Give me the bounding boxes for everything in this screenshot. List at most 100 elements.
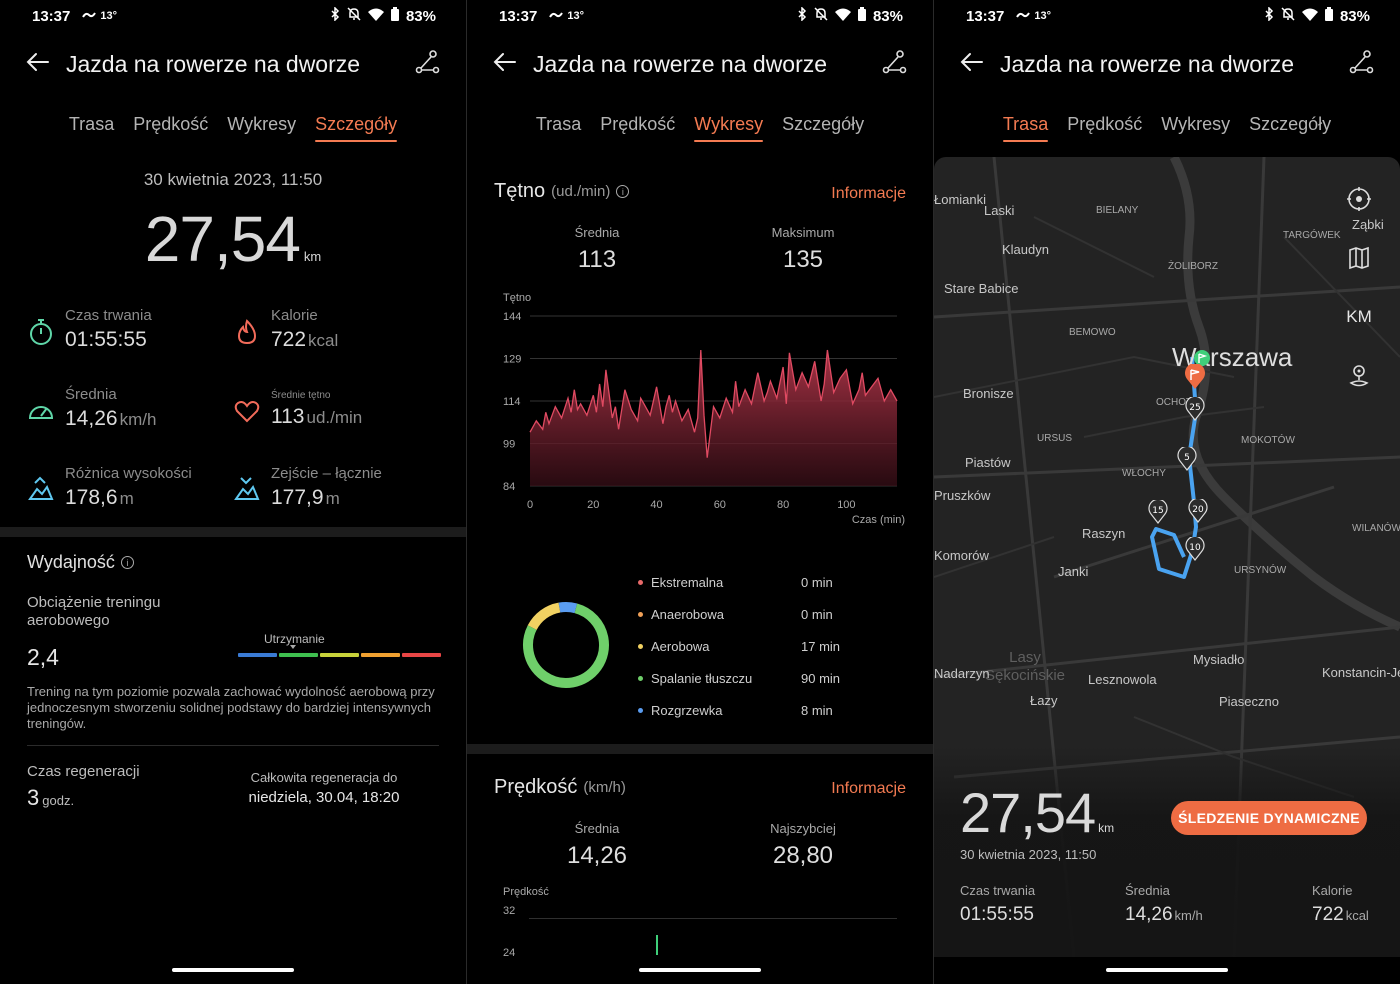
route-icon[interactable] — [414, 49, 440, 80]
recovery-value: 3 godz. — [27, 785, 75, 810]
hr-maximum: Maksimum 135 — [771, 225, 835, 273]
metric-calories: Kalorie 722 kcal — [233, 307, 338, 352]
status-time: 13:37 — [32, 7, 71, 25]
status-temp: 13° — [567, 10, 585, 22]
distance-unit: km — [303, 249, 322, 264]
map-label: Piastów — [965, 455, 1011, 470]
zone-dot — [638, 580, 643, 585]
bluetooth-icon — [797, 6, 807, 25]
status-bar: 13:37 13° 83% — [966, 6, 1370, 26]
tab-charts[interactable]: Wykresy — [1161, 114, 1231, 134]
map-label: Ząbki — [1352, 217, 1384, 232]
battery-icon — [1324, 7, 1333, 25]
zone-row: Ekstremalna 0 min — [638, 575, 858, 590]
section-divider — [467, 744, 933, 754]
metric-value: 14,26 km/h — [65, 407, 157, 430]
zone-name: Ekstremalna — [651, 575, 724, 590]
zone-row: Rozgrzewka 8 min — [638, 703, 858, 718]
speed-info-link[interactable]: Informacje — [831, 780, 906, 797]
info-icon[interactable]: i — [616, 185, 630, 198]
tab-charts[interactable]: Wykresy — [694, 114, 763, 142]
y-tick-label: 144 — [503, 311, 521, 323]
speed-chart-label: Prędkość — [503, 886, 549, 898]
live-tracking-button[interactable]: ŚLEDZENIE DYNAMICZNE — [1171, 801, 1367, 835]
km-marker[interactable]: 20 — [1188, 497, 1208, 528]
zone-row: Aerobowa 17 min — [638, 639, 858, 654]
gauge-segment — [238, 653, 277, 657]
home-indicator[interactable] — [172, 968, 294, 972]
tab-details[interactable]: Szczegóły — [315, 114, 398, 142]
back-arrow-icon[interactable] — [960, 51, 984, 78]
km-markers-toggle[interactable]: KM — [1346, 307, 1372, 326]
zone-minutes: 0 min — [801, 575, 833, 590]
metric-label: Zejście – łącznie — [271, 465, 382, 482]
metric-label: Średnia — [65, 386, 117, 403]
map-label: Janki — [1058, 564, 1089, 579]
info-icon[interactable]: i — [120, 556, 134, 569]
km-marker[interactable]: 15 — [1148, 498, 1168, 529]
start-flag-icon[interactable] — [1193, 349, 1211, 374]
back-arrow-icon[interactable] — [26, 51, 50, 78]
km-marker[interactable]: 5 — [1177, 445, 1197, 476]
finish-flag-icon[interactable] — [1184, 363, 1206, 395]
location-pin-icon[interactable] — [1344, 361, 1374, 391]
zone-minutes: 0 min — [801, 607, 833, 622]
home-indicator[interactable] — [639, 968, 761, 972]
route-map[interactable]: Łomianki Laski BIELANY TARGÓWEK Ząbki Kl… — [934, 157, 1400, 957]
map-label: WŁOCHY — [1122, 468, 1166, 479]
tab-details[interactable]: Szczegóły — [1249, 114, 1332, 134]
aerobic-load-description: Trening na tym poziomie pozwala zachować… — [27, 684, 435, 731]
map-layers-icon[interactable] — [1344, 243, 1374, 273]
map-label: Bronisze — [963, 386, 1014, 401]
metric-label: Średnie tętno — [271, 390, 331, 401]
locate-icon[interactable] — [1344, 184, 1374, 214]
zone-row: Anaerobowa 0 min — [638, 607, 858, 622]
tab-route[interactable]: Trasa — [1002, 114, 1049, 142]
zone-dot — [638, 708, 643, 713]
metric-duration: Czas trwania 01:55:55 — [27, 307, 152, 352]
mute-icon — [347, 7, 361, 25]
svg-text:10: 10 — [1189, 543, 1201, 553]
full-recovery-date: niedziela, 30.04, 18:20 — [248, 789, 400, 806]
metric-avg-speed: Średnia 14,26 km/h — [27, 386, 156, 431]
tab-speed[interactable]: Prędkość — [133, 114, 209, 134]
metric-elevation-loss: Zejście – łącznie 177,9 m — [233, 465, 382, 510]
tab-route[interactable]: Trasa — [535, 114, 582, 134]
map-label: MOKOTÓW — [1241, 435, 1295, 446]
speed-y-tick: 24 — [503, 947, 516, 959]
speedometer-icon — [27, 396, 57, 426]
zone-name: Anaerobowa — [651, 607, 724, 622]
elevation-gain-icon — [27, 475, 57, 505]
battery-icon — [857, 7, 866, 25]
battery-icon — [390, 7, 399, 25]
route-distance: 27,54 km — [960, 781, 1115, 844]
status-temp: 13° — [1034, 10, 1052, 22]
gauge-segment — [361, 653, 400, 657]
donut-slice — [523, 602, 609, 688]
km-marker[interactable]: 25 — [1185, 395, 1205, 426]
gauge-segment — [279, 653, 318, 657]
hr-zones-donut — [523, 602, 609, 688]
tab-bar: Trasa Prędkość Wykresy Szczegóły — [467, 114, 933, 142]
hr-average: Średnia 113 — [574, 225, 620, 273]
map-label: Łomianki — [934, 192, 987, 207]
panel-details: 13:37 13° 83% Jazda na rowerze na dworze — [0, 0, 466, 984]
back-arrow-icon[interactable] — [493, 51, 517, 78]
km-marker[interactable]: 10 — [1185, 535, 1205, 566]
status-bar: 13:37 13° 83% — [499, 6, 903, 26]
tab-speed[interactable]: Prędkość — [600, 114, 676, 134]
panel-charts: 13:37 13° 83% Jazda na rowerze na dworze — [467, 0, 933, 984]
y-tick-label: 84 — [503, 481, 515, 493]
tab-details[interactable]: Szczegóły — [782, 114, 865, 134]
hr-info-link[interactable]: Informacje — [831, 185, 906, 202]
map-label: URSUS — [1037, 433, 1073, 444]
tab-speed[interactable]: Prędkość — [1067, 114, 1143, 134]
tab-route[interactable]: Trasa — [68, 114, 115, 134]
route-icon[interactable] — [881, 49, 907, 80]
app-bar: Jazda na rowerze na dworze — [493, 44, 907, 84]
battery-level: 83% — [872, 7, 903, 25]
home-indicator[interactable] — [1106, 968, 1228, 972]
route-icon[interactable] — [1348, 49, 1374, 80]
total-distance: 27,54 km — [0, 202, 466, 276]
tab-charts[interactable]: Wykresy — [227, 114, 297, 134]
